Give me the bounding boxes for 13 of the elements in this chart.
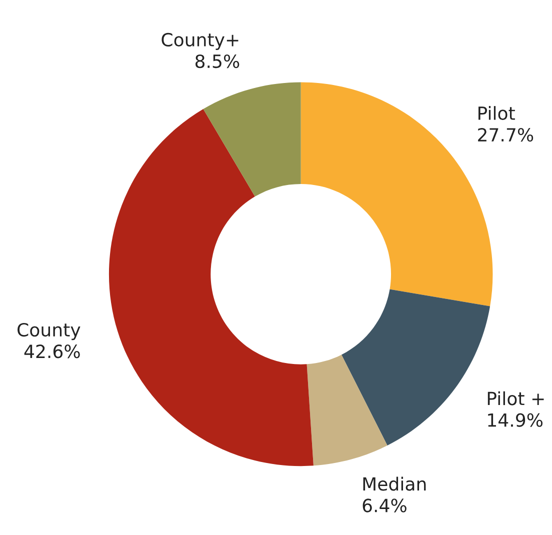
slice-label: Pilot: [478, 106, 515, 120]
donut-slice: [306, 354, 388, 466]
slice-label: Median: [363, 476, 426, 491]
data-label: 27.7%: [478, 128, 534, 142]
data-label: 42.6%: [24, 344, 80, 358]
data-label: 6.4%: [362, 498, 406, 512]
slice-label: County: [18, 322, 80, 340]
donut-slice: [109, 108, 314, 466]
slice-label: County+: [162, 32, 238, 50]
data-label: 8.5%: [195, 54, 240, 68]
slice-label: Pilot +: [488, 391, 544, 406]
donut-slice: [203, 82, 301, 197]
data-label: 14.9%: [488, 413, 543, 427]
